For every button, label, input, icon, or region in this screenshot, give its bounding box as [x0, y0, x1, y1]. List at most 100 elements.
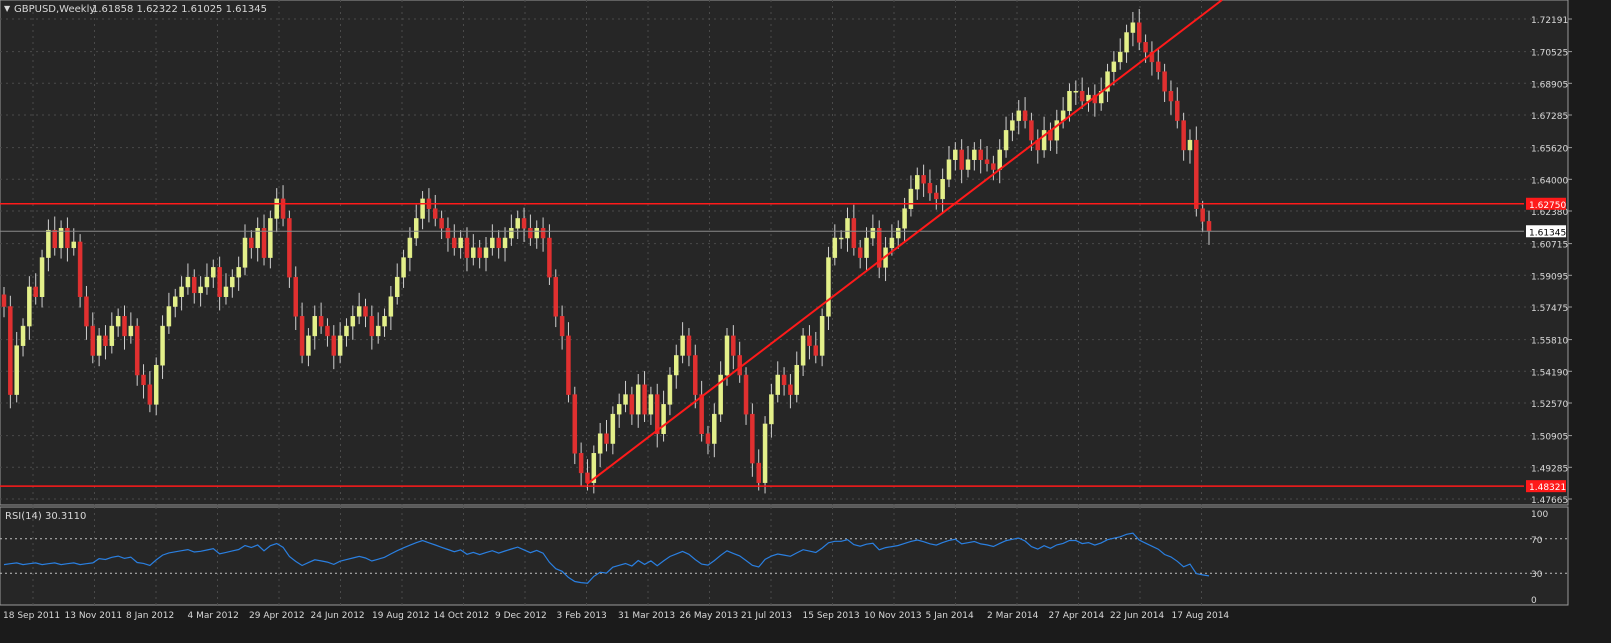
price-tick-label: 1.70525: [1531, 49, 1568, 59]
bull-candle: [718, 374, 723, 415]
bear-candle: [445, 227, 451, 239]
rsi-tick-label: 100: [1531, 510, 1548, 520]
bear-candle: [731, 335, 736, 356]
bear-candle: [1156, 61, 1161, 72]
bull-candle: [667, 374, 673, 405]
resistance-price-label: 1.62750: [1529, 201, 1566, 211]
bull-candle: [712, 413, 717, 444]
chart-title: GBPUSD,Weekly: [14, 4, 95, 15]
bear-candle: [217, 267, 222, 297]
bear-candle: [642, 384, 647, 415]
bear-candle: [851, 218, 857, 249]
bear-candle: [33, 286, 38, 297]
time-tick-label: 18 Sep 2011: [3, 611, 60, 621]
bull-candle: [115, 316, 121, 327]
time-tick-label: 19 Aug 2012: [372, 611, 430, 621]
price-tick-label: 1.72191: [1531, 16, 1568, 26]
bull-candle: [1124, 32, 1129, 53]
time-tick-label: 22 Jun 2014: [1110, 611, 1164, 621]
bear-candle: [280, 198, 286, 219]
bear-candle: [959, 149, 964, 170]
time-tick-label: 8 Jan 2012: [126, 611, 174, 621]
bear-candle: [1, 294, 7, 307]
bear-candle: [1143, 42, 1148, 53]
bull-candle: [661, 404, 666, 434]
candlesticks: [1, 9, 1212, 494]
bull-candle: [306, 335, 311, 356]
bull-candle: [312, 316, 318, 337]
bear-candle: [737, 355, 742, 376]
bull-candle: [153, 364, 159, 405]
bear-candle: [141, 374, 146, 386]
bull-candle: [502, 237, 508, 249]
bear-candle: [293, 276, 298, 317]
bull-candle: [109, 325, 115, 346]
bull-candle: [1111, 61, 1117, 72]
bull-candle: [388, 296, 394, 317]
time-tick-label: 17 Aug 2014: [1172, 611, 1230, 621]
current-price-tag: [1526, 225, 1566, 238]
time-tick-label: 29 Apr 2012: [249, 611, 305, 621]
bear-candle: [84, 296, 89, 327]
bear-candle: [807, 335, 812, 346]
price-tick-label: 1.67285: [1531, 112, 1568, 122]
bull-candle: [902, 208, 907, 229]
bull-candle: [20, 325, 26, 346]
bull-candle: [1016, 110, 1021, 121]
price-tick-label: 1.52570: [1531, 400, 1568, 410]
price-tick-label: 1.65620: [1531, 145, 1568, 155]
bull-candle: [337, 335, 343, 356]
bull-candle: [724, 335, 730, 376]
price-tick-label: 1.68905: [1531, 80, 1568, 90]
bull-candle: [838, 237, 844, 240]
bear-candle: [1136, 22, 1142, 43]
bear-candle: [331, 335, 337, 356]
price-panel[interactable]: [0, 0, 1569, 506]
bull-candle: [39, 257, 45, 297]
bear-candle: [103, 335, 108, 346]
bull-candle: [616, 404, 622, 415]
time-axis: 18 Sep 2011 13 Nov 2011 8 Jan 2012 4 Mar 20…: [3, 611, 1229, 621]
bear-candle: [921, 175, 926, 184]
current-price-label: 1.61345: [1529, 228, 1566, 238]
bull-candle: [826, 257, 831, 317]
bear-candle: [1194, 139, 1199, 209]
dropdown-arrow-icon[interactable]: ▼: [4, 4, 11, 13]
bear-candle: [439, 218, 444, 229]
bull-candle: [889, 237, 895, 249]
bull-candle: [96, 335, 102, 356]
bull-candle: [762, 423, 768, 483]
trend-line[interactable]: [586, 0, 1223, 485]
bull-candle: [1067, 90, 1072, 112]
rsi-panel[interactable]: [0, 506, 1569, 606]
bull-candle: [198, 286, 203, 294]
bull-candle: [1041, 130, 1047, 151]
time-tick-label: 27 Apr 2014: [1049, 611, 1105, 621]
bear-candle: [452, 237, 457, 249]
bull-candle: [160, 325, 165, 366]
bull-candle: [14, 345, 19, 395]
bear-candle: [261, 227, 267, 258]
bear-candle: [134, 325, 140, 376]
bull-candle: [509, 227, 514, 239]
bull-candle: [591, 453, 597, 483]
rsi-label: RSI(14) 30.3110: [5, 511, 86, 522]
bull-candle: [1130, 22, 1136, 33]
bear-candle: [521, 218, 527, 229]
bear-candle: [1079, 90, 1085, 102]
bear-candle: [572, 394, 578, 454]
rsi-line: [3, 532, 1210, 584]
bull-candle: [407, 237, 413, 258]
bear-candle: [65, 227, 70, 249]
price-tick-label: 1.54190: [1531, 368, 1568, 378]
bear-candle: [90, 325, 96, 356]
bear-candle: [249, 237, 254, 249]
bull-candle: [166, 306, 172, 327]
bear-candle: [705, 433, 711, 444]
bear-candle: [496, 237, 501, 249]
bear-candle: [629, 394, 635, 415]
time-tick-label: 10 Nov 2013: [864, 611, 922, 621]
price-tick-label: 1.57475: [1531, 304, 1568, 314]
bull-candle: [172, 296, 178, 307]
